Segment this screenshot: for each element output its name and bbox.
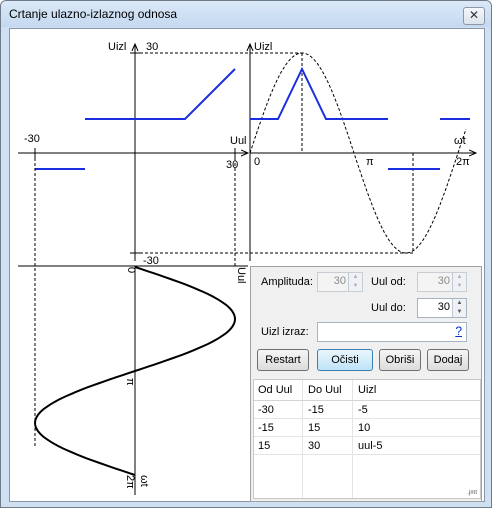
amplituda-label: Amplituda: xyxy=(261,276,313,288)
transfer-xtick-left: -30 xyxy=(24,133,40,145)
table-cell[interactable]: -15 xyxy=(308,404,324,416)
uul-od-value: 30 xyxy=(437,275,450,287)
spin-down-icon[interactable]: ▼ xyxy=(456,309,463,315)
plot-canvas: Uizl 30 -30 Uul -30 30 Uizl ωt 0 π 2π xyxy=(18,41,484,495)
table-cell[interactable]: 15 xyxy=(258,440,271,452)
output-response-main xyxy=(250,66,388,120)
uul-do-spinner[interactable]: 30 ▲ ▼ xyxy=(417,298,467,318)
table-cell[interactable]: 30 xyxy=(308,440,321,452)
table-header-od[interactable]: Od Uul xyxy=(258,384,293,396)
transfer-ytick-bottom: -30 xyxy=(143,255,159,267)
output-tick-pi: π xyxy=(366,156,374,168)
transfer-ylabel: Uizl xyxy=(108,41,126,53)
table-cell[interactable]: uul-5 xyxy=(358,440,383,452)
dodaj-button[interactable]: Dodaj xyxy=(427,349,469,371)
uul-od-label: Uul od: xyxy=(371,276,406,288)
transfer-xlabel: Uul xyxy=(230,135,247,147)
izraz-input[interactable]: ? xyxy=(317,322,467,342)
uul-do-label: Uul do: xyxy=(371,302,406,314)
uul-od-spinner[interactable]: 30 ▲ ▼ xyxy=(417,272,467,292)
control-panel: Amplituda: 30 ▲ ▼ Uul od: 30 ▲ ▼ Uul do: 3… xyxy=(250,266,482,502)
table-cell[interactable]: -30 xyxy=(258,404,274,416)
table-cell[interactable]: 15 xyxy=(308,422,321,434)
drawing-area: Uizl 30 -30 Uul -30 30 Uizl ωt 0 π 2π xyxy=(9,28,485,502)
output-tick-2pi: 2π xyxy=(456,156,470,168)
spin-down-icon[interactable]: ▼ xyxy=(352,283,359,289)
table-cell[interactable]: -15 xyxy=(258,422,274,434)
input-tick-pi: π xyxy=(124,378,136,386)
spin-up-icon[interactable]: ▲ xyxy=(456,300,463,306)
amplituda-value: 30 xyxy=(333,275,346,287)
input-label-wt: ωt xyxy=(138,475,150,487)
spin-up-icon[interactable]: ▲ xyxy=(456,274,463,280)
spin-up-icon[interactable]: ▲ xyxy=(352,274,359,280)
uul-do-value: 30 xyxy=(437,301,450,313)
input-label-uul: Uul xyxy=(235,267,247,284)
output-xlabel: ωt xyxy=(454,135,466,147)
table-header-uizl[interactable]: Uizl xyxy=(358,384,377,396)
input-tick-2pi: 2π xyxy=(124,475,136,489)
input-sine-wave xyxy=(33,266,237,476)
close-button[interactable]: ✕ xyxy=(463,7,485,25)
izraz-label: Uizl izraz: xyxy=(261,326,309,338)
spin-down-icon[interactable]: ▼ xyxy=(456,283,463,289)
table-cell[interactable]: 10 xyxy=(358,422,371,434)
output-ylabel: Uizl xyxy=(254,41,272,53)
title-bar: Crtanje ulazno-izlaznog odnosa ✕ xyxy=(1,1,491,27)
transfer-xtick-right: 30 xyxy=(226,159,238,171)
segments-table: Od Uul Do Uul Uizl -30 -15 -5 -15 15 10 … xyxy=(253,379,481,499)
output-tick-zero: 0 xyxy=(254,156,260,168)
restart-button[interactable]: Restart xyxy=(257,349,309,371)
ocisti-button[interactable]: Očisti xyxy=(317,349,373,371)
transfer-seg-2 xyxy=(85,68,236,120)
transfer-ytick-top: 30 xyxy=(146,41,158,53)
table-cell[interactable]: -5 xyxy=(358,404,368,416)
amplituda-spinner[interactable]: 30 ▲ ▼ xyxy=(317,272,363,292)
help-link[interactable]: ? xyxy=(455,324,462,338)
input-tick-zero: 0 xyxy=(125,267,137,273)
window-title: Crtanje ulazno-izlaznog odnosa xyxy=(9,7,178,21)
close-icon: ✕ xyxy=(468,8,480,22)
table-header-do[interactable]: Do Uul xyxy=(308,384,342,396)
obrisi-button[interactable]: Obriši xyxy=(379,349,421,371)
output-sine-wave xyxy=(249,52,467,254)
signature: .jmt xyxy=(467,490,477,496)
